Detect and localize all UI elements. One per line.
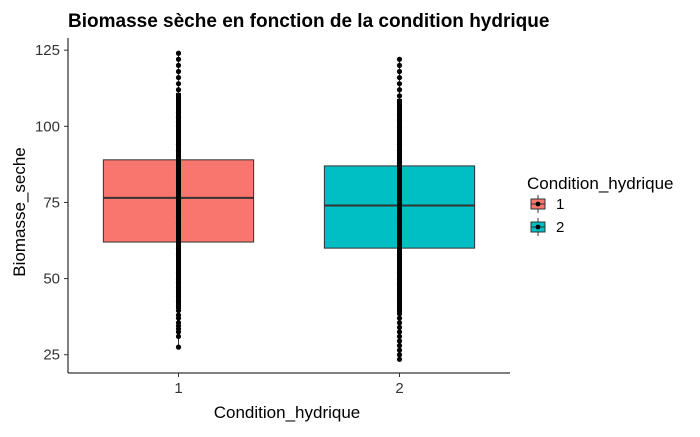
data-point [175,74,182,81]
y-tick-label: 125 [35,42,60,59]
legend-item-2: 2 [530,218,564,236]
data-point [175,344,182,350]
legend: Condition_hydrique 1 2 [527,174,674,236]
y-axis: 25 50 75 100 125 [35,38,69,373]
y-tick-label: 50 [43,271,60,288]
box-group-2 [323,56,476,362]
data-point [175,50,182,56]
data-point [396,329,403,335]
data-point [396,62,403,69]
data-point [396,74,403,81]
data-point [396,320,403,326]
chart-title: Biomasse sèche en fonction de la conditi… [68,11,549,32]
y-tick-label: 25 [43,347,60,364]
legend-item-1: 1 [530,195,564,213]
y-tick-label: 75 [43,194,60,211]
box-group-1 [102,50,255,350]
data-point [396,87,403,93]
y-axis-title: Biomasse_seche [10,147,29,276]
legend-key-point [535,224,541,230]
data-point [175,320,182,326]
legend-title: Condition_hydrique [527,174,674,193]
data-point [175,333,182,340]
x-tick-label: 1 [174,380,182,397]
legend-label: 2 [556,219,564,236]
data-point [396,315,403,321]
data-point [175,81,182,87]
legend-label: 1 [556,196,564,213]
legend-key-point [535,201,541,207]
data-point [175,56,182,62]
x-tick-label: 2 [395,380,403,397]
data-point [396,93,403,99]
data-point [396,347,403,353]
data-point [175,68,182,75]
x-axis-title: Condition_hydrique [214,403,361,422]
data-point [175,312,182,318]
data-point [175,87,182,93]
data-point [396,81,403,87]
y-tick-label: 100 [35,118,60,135]
data-point [396,352,403,358]
data-point [175,62,182,69]
plot-area [102,50,476,362]
data-point [396,338,403,344]
data-point [396,333,403,340]
data-point [396,68,403,75]
data-point [396,356,403,362]
data-point [396,342,403,349]
data-point [396,324,403,330]
data-point [396,56,403,62]
data-point [175,307,182,314]
